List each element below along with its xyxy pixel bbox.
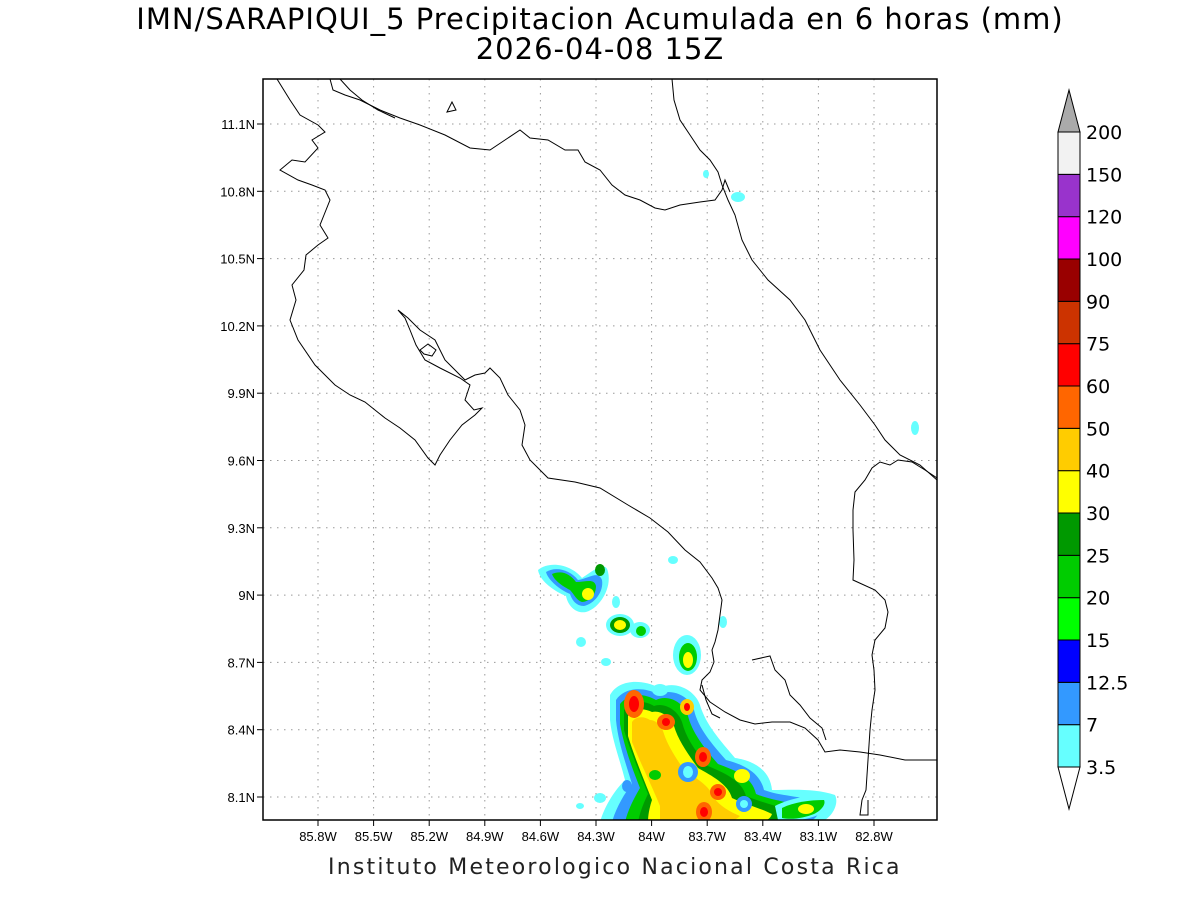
coastlines bbox=[276, 79, 937, 816]
tick-label-lat: 9.9N bbox=[228, 386, 255, 401]
colorbar-over-triangle bbox=[1057, 88, 1081, 133]
caribbean-coastline bbox=[671, 79, 937, 481]
precip-spot bbox=[703, 170, 709, 178]
tick-label-lat: 10.5N bbox=[220, 252, 255, 267]
colorbar-label: 7 bbox=[1086, 715, 1098, 737]
colorbar-segment bbox=[1057, 554, 1081, 599]
colorbar-label: 30 bbox=[1086, 503, 1110, 525]
tick-label-lat: 9N bbox=[238, 588, 255, 603]
tick-label-lat: 11.1N bbox=[221, 117, 255, 132]
precip-cell-coast bbox=[673, 635, 701, 675]
colorbar-segment bbox=[1057, 131, 1081, 175]
tick-label-lat: 8.4N bbox=[228, 723, 255, 738]
colorbar-label: 200 bbox=[1086, 122, 1122, 144]
gulf-coast bbox=[701, 684, 721, 719]
tick-label-lon: 84.9W bbox=[466, 829, 504, 844]
colorbar-label: 15 bbox=[1086, 630, 1110, 652]
tick-label-lon: 83.7W bbox=[688, 829, 726, 844]
colorbar-label: 50 bbox=[1086, 418, 1110, 440]
axis-ticks: 85.8W 85.5W 85.2W 84.9W 84.6W 84.3W 84W 83.7W 83… bbox=[220, 117, 893, 844]
colorbar-segment bbox=[1057, 512, 1081, 556]
footer-credit: Instituto Meteorologico Nacional Costa R… bbox=[328, 855, 902, 880]
precip-spot bbox=[719, 616, 727, 628]
map-title: IMN/SARAPIQUI_5 Precipitacion Acumulada … bbox=[136, 2, 1064, 36]
colorbar-segment bbox=[1057, 427, 1081, 472]
colorbar: 3.5 7 12.5 15 20 25 30 40 50 60 75 90 100 120 150 200 bbox=[1057, 88, 1128, 811]
tick-label-lon: 85.8W bbox=[299, 829, 337, 844]
colorbar-segment bbox=[1057, 173, 1081, 218]
tick-label-lat: 9.6N bbox=[228, 454, 255, 469]
colorbar-segment bbox=[1057, 724, 1081, 768]
tick-label-lat: 9.3N bbox=[228, 521, 255, 536]
tick-label-lon: 83.4W bbox=[744, 829, 782, 844]
grid-lines bbox=[263, 79, 937, 820]
colorbar-label: 20 bbox=[1086, 588, 1110, 610]
tick-label-lat: 10.2N bbox=[220, 319, 255, 334]
colorbar-label: 25 bbox=[1086, 545, 1110, 567]
map-frame bbox=[262, 78, 938, 821]
colorbar-segment bbox=[1057, 300, 1081, 345]
lake-shore bbox=[339, 79, 396, 119]
tick-label-lon: 84.6W bbox=[522, 829, 560, 844]
precip-cell-south bbox=[600, 681, 837, 820]
panama-border bbox=[852, 459, 937, 816]
tick-label-lon: 83.1W bbox=[800, 829, 838, 844]
colorbar-segment bbox=[1057, 639, 1081, 683]
colorbar-label: 12.5 bbox=[1086, 672, 1128, 694]
colorbar-label: 100 bbox=[1086, 249, 1122, 271]
precip-spot bbox=[576, 803, 584, 809]
colorbar-segment bbox=[1057, 343, 1081, 387]
island bbox=[419, 343, 437, 357]
precip-spot bbox=[594, 793, 606, 803]
tick-label-lon: 85.5W bbox=[355, 829, 393, 844]
precip-spot bbox=[911, 421, 919, 435]
colorbar-label: 90 bbox=[1086, 291, 1110, 313]
nicaragua-border bbox=[329, 79, 731, 211]
pacific-coastline bbox=[276, 79, 937, 761]
tick-label-lat: 8.1N bbox=[228, 790, 255, 805]
precip-spot bbox=[731, 192, 745, 202]
colorbar-segment bbox=[1057, 681, 1081, 726]
colorbar-under-triangle bbox=[1057, 766, 1081, 811]
precip-field bbox=[538, 170, 919, 820]
map-datetime: 2026-04-08 15Z bbox=[475, 32, 725, 66]
colorbar-label: 75 bbox=[1086, 334, 1110, 356]
precip-cell-southeast bbox=[775, 794, 833, 820]
colorbar-segment bbox=[1057, 258, 1081, 302]
colorbar-label: 3.5 bbox=[1086, 757, 1116, 779]
colorbar-label: 150 bbox=[1086, 164, 1122, 186]
colorbar-segment bbox=[1057, 216, 1081, 260]
tick-label-lat: 8.7N bbox=[228, 655, 255, 670]
tick-label-lon: 85.2W bbox=[410, 829, 448, 844]
tick-label-lon: 84.3W bbox=[577, 829, 615, 844]
precip-cell-central bbox=[576, 596, 650, 666]
colorbar-segment bbox=[1057, 597, 1081, 641]
colorbar-segment bbox=[1057, 470, 1081, 514]
island bbox=[446, 100, 457, 113]
tick-label-lon: 82.8W bbox=[855, 829, 893, 844]
colorbar-label: 120 bbox=[1086, 207, 1122, 229]
precip-spot bbox=[652, 684, 668, 696]
precip-cell-west bbox=[538, 564, 609, 613]
tick-label-lat: 10.8N bbox=[220, 184, 255, 199]
precip-spot bbox=[668, 556, 678, 564]
colorbar-label: 60 bbox=[1086, 376, 1110, 398]
tick-label-lon: 84W bbox=[638, 829, 665, 844]
colorbar-label: 40 bbox=[1086, 461, 1110, 483]
colorbar-segment bbox=[1057, 385, 1081, 429]
osa-peninsula bbox=[751, 655, 827, 741]
